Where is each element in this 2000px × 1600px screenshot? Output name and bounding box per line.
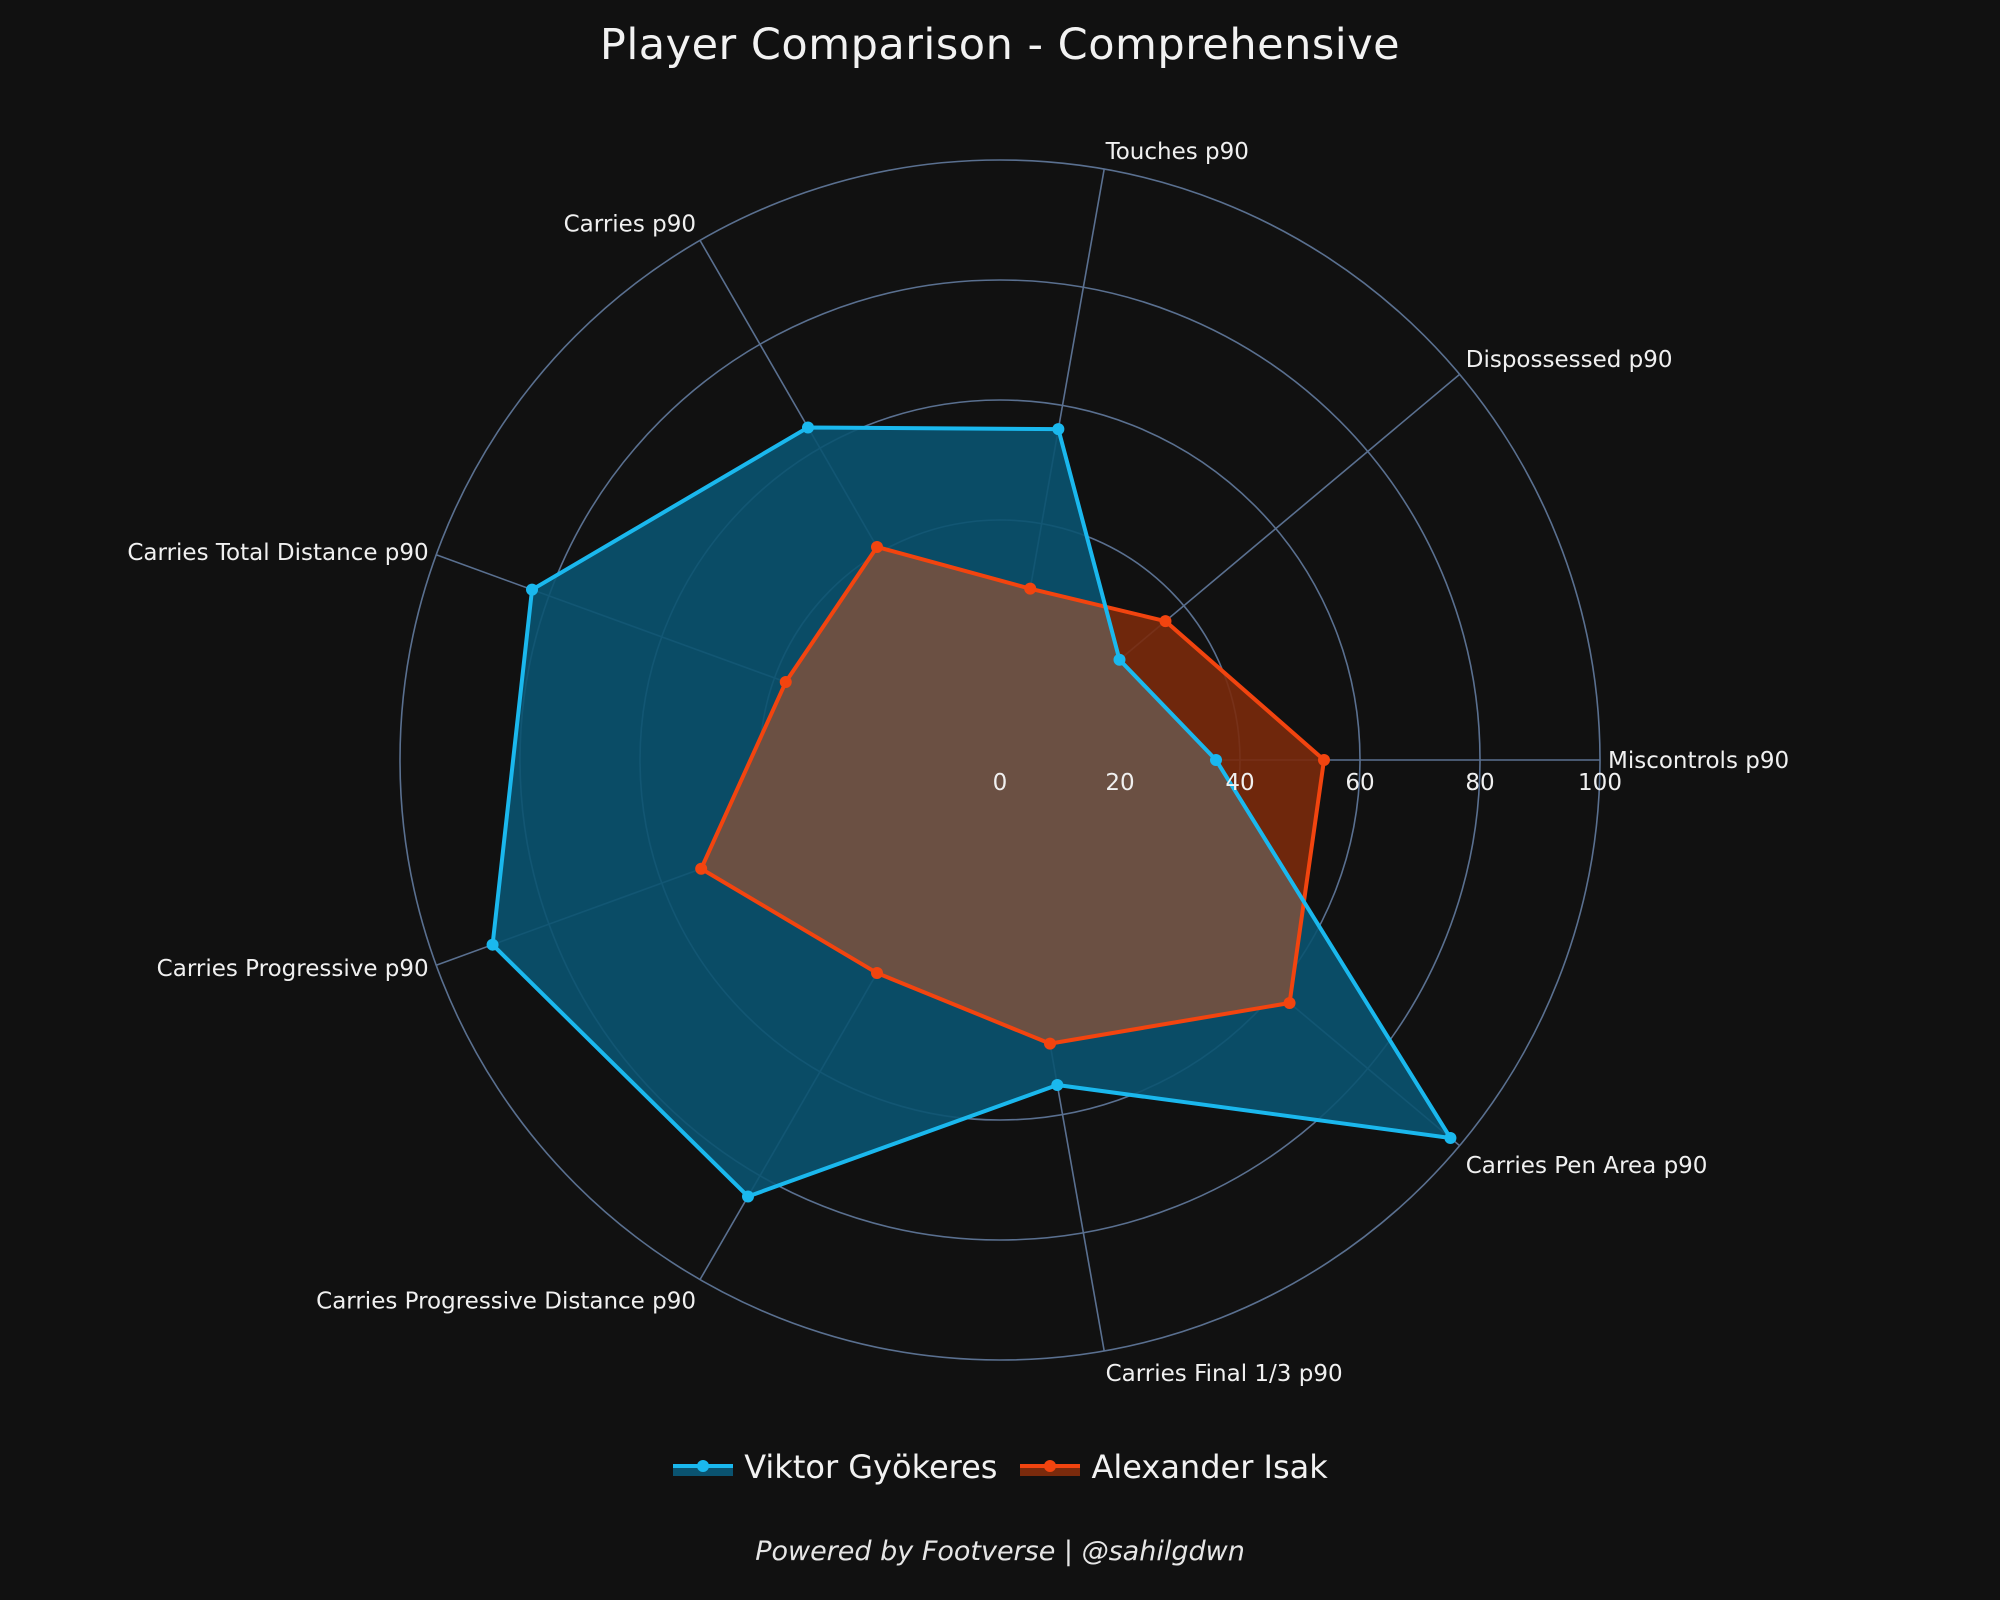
axis-label-5: Carries Progressive p90: [157, 956, 429, 982]
footer-credit: Powered by Footverse | @sahilgdwn: [755, 1536, 1245, 1567]
series-0-point-4: [526, 583, 539, 596]
series-1-point-6: [871, 967, 883, 980]
series-0-point-5: [486, 938, 499, 951]
legend-label-series-0: Viktor Gyökeres: [744, 1448, 998, 1486]
axis-label-2: Touches p90: [1105, 139, 1249, 165]
series-1-point-3: [871, 540, 883, 553]
series-0-point-6: [742, 1190, 754, 1203]
legend-swatch-series-0: [673, 1460, 734, 1476]
axis-label-3: Carries p90: [564, 211, 696, 237]
series-0-point-1: [1113, 653, 1126, 666]
series-0-point-0: [1210, 754, 1222, 766]
series-0-point-8: [1444, 1131, 1457, 1144]
axis-label-7: Carries Final 1/3 p90: [1106, 1361, 1343, 1387]
series-lines: [490, 425, 1453, 1199]
series-1-point-5: [695, 862, 708, 875]
series-1-point-8: [1283, 996, 1296, 1009]
legend-swatch-series-1: [1020, 1460, 1081, 1476]
series-line-0: [490, 425, 1453, 1199]
series-1-point-0: [1318, 754, 1330, 766]
tick-label-20: 20: [1105, 770, 1134, 796]
legend-item-series-0: Viktor Gyökeres: [672, 1448, 997, 1486]
tick-label-60: 60: [1345, 770, 1374, 796]
series-0-point-3: [802, 421, 814, 434]
legend-item-series-1: Alexander Isak: [1019, 1448, 1328, 1486]
radial-tick-labels: 0 20 40 60 80 100: [993, 770, 1622, 796]
legend: Viktor Gyökeres Alexander Isak: [0, 1448, 2000, 1486]
series-fills: [492, 427, 1451, 1197]
series-1-point-1: [1159, 615, 1172, 628]
tick-label-40: 40: [1225, 770, 1254, 796]
axis-labels: Miscontrols p90 Dispossessed p90 Touches p…: [127, 139, 1789, 1387]
series-line-1: [699, 544, 1326, 1046]
axis-label-4: Carries Total Distance p90: [127, 540, 428, 566]
series-1-point-2: [1024, 582, 1037, 595]
series-points: [486, 421, 1457, 1203]
series-1-point-4: [779, 676, 792, 689]
legend-label-series-1: Alexander Isak: [1091, 1448, 1328, 1486]
chart-title: Player Comparison - Comprehensive: [599, 20, 1401, 70]
tick-label-0: 0: [993, 770, 1008, 796]
series-0-point-7: [1051, 1078, 1064, 1091]
axis-label-8: Carries Pen Area p90: [1466, 1153, 1708, 1179]
tick-label-100: 100: [1578, 770, 1622, 796]
axis-label-1: Dispossessed p90: [1466, 347, 1673, 373]
axis-label-6: Carries Progressive Distance p90: [316, 1289, 696, 1315]
series-1-point-7: [1044, 1037, 1057, 1050]
series-0-point-2: [1052, 423, 1065, 436]
tick-label-80: 80: [1465, 770, 1494, 796]
axis-label-0: Miscontrols p90: [1608, 748, 1789, 774]
